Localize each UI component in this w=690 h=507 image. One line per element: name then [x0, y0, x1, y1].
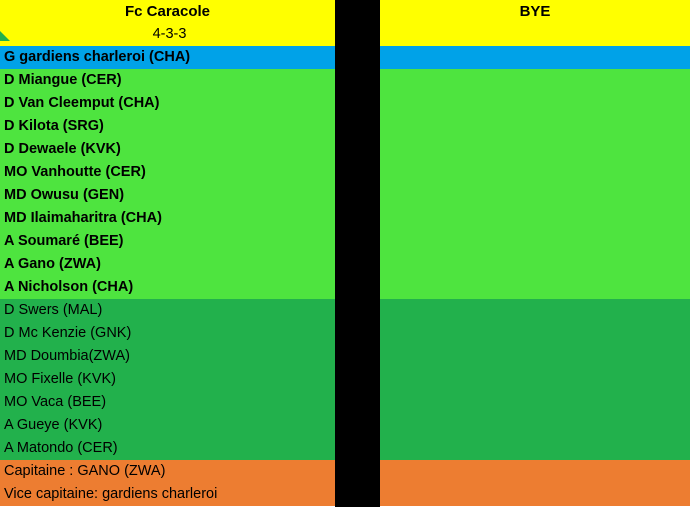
- sub-row-right: [380, 391, 690, 414]
- sub-row-right: [380, 368, 690, 391]
- left-team-column: Fc Caracole 4-3-3 G gardiens charleroi (…: [0, 0, 335, 507]
- starter-row: D Dewaele (KVK): [0, 138, 335, 161]
- captain-row-right: [380, 460, 690, 483]
- starter-row-right: [380, 69, 690, 92]
- sub-row-right: [380, 345, 690, 368]
- starter-row: MD Ilaimaharitra (CHA): [0, 207, 335, 230]
- sub-row: MO Vaca (BEE): [0, 391, 335, 414]
- team-name-right: BYE: [380, 0, 690, 23]
- starter-row-right: [380, 230, 690, 253]
- sub-row: D Swers (MAL): [0, 299, 335, 322]
- goalkeeper-row-right: [380, 46, 690, 69]
- starter-row: A Soumaré (BEE): [0, 230, 335, 253]
- starter-row-right: [380, 207, 690, 230]
- starter-row-right: [380, 184, 690, 207]
- sub-row: MD Doumbia(ZWA): [0, 345, 335, 368]
- decoration-triangle: [0, 31, 10, 41]
- starter-row-right: [380, 92, 690, 115]
- starter-row-right: [380, 276, 690, 299]
- starter-row: D Kilota (SRG): [0, 115, 335, 138]
- lineup-table: Fc Caracole 4-3-3 G gardiens charleroi (…: [0, 0, 690, 507]
- sub-row-right: [380, 322, 690, 345]
- starter-row: MO Vanhoutte (CER): [0, 161, 335, 184]
- captain-row: Capitaine : GANO (ZWA): [0, 460, 335, 483]
- starter-row-right: [380, 161, 690, 184]
- sub-row: A Matondo (CER): [0, 437, 335, 460]
- team-name-left: Fc Caracole: [0, 0, 335, 23]
- sub-row-right: [380, 299, 690, 322]
- right-team-column: BYE: [380, 0, 690, 507]
- columns-wrapper: Fc Caracole 4-3-3 G gardiens charleroi (…: [0, 0, 690, 507]
- starter-row-right: [380, 115, 690, 138]
- sub-row: D Mc Kenzie (GNK): [0, 322, 335, 345]
- vice-captain-row-right: [380, 483, 690, 506]
- sub-row-right: [380, 414, 690, 437]
- formation-left: 4-3-3: [0, 23, 335, 46]
- starter-row: D Miangue (CER): [0, 69, 335, 92]
- sub-row-right: [380, 437, 690, 460]
- goalkeeper-row: G gardiens charleroi (CHA): [0, 46, 335, 69]
- formation-right: [380, 23, 690, 46]
- starter-row: A Gano (ZWA): [0, 253, 335, 276]
- starter-row: A Nicholson (CHA): [0, 276, 335, 299]
- sub-row: A Gueye (KVK): [0, 414, 335, 437]
- starter-row: D Van Cleemput (CHA): [0, 92, 335, 115]
- starter-row-right: [380, 138, 690, 161]
- starter-row-right: [380, 253, 690, 276]
- vice-captain-row: Vice capitaine: gardiens charleroi: [0, 483, 335, 506]
- sub-row: MO Fixelle (KVK): [0, 368, 335, 391]
- starter-row: MD Owusu (GEN): [0, 184, 335, 207]
- gap-column: [335, 0, 380, 507]
